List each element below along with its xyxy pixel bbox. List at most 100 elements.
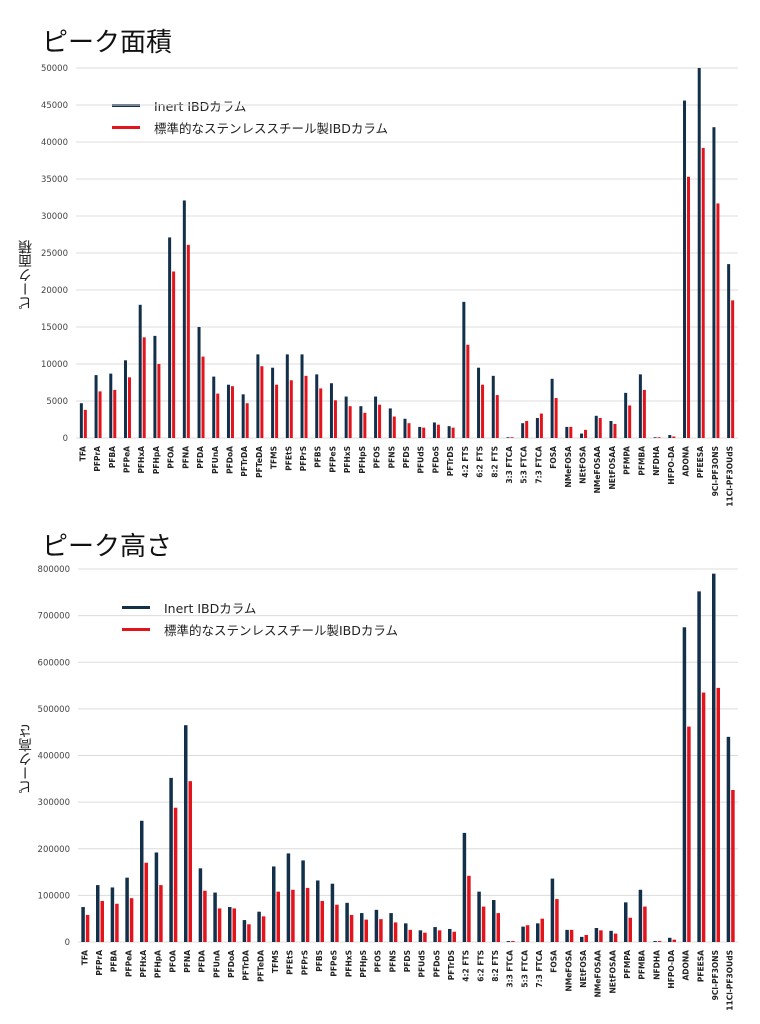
x-tick-label: PFDoA [225,446,234,474]
bar-inert [712,573,716,942]
x-tick-label: 7:3 FTCA [534,446,543,484]
x-tick-label: PFUnA [212,950,221,978]
x-tick-label: TFA [80,950,89,965]
x-tick-label: NFDHA [652,446,661,476]
bar-inert [374,396,378,438]
bar-inert [477,891,481,942]
bar-inert [432,422,436,438]
bar-inert [360,913,364,942]
bar-stainless [260,366,264,438]
x-tick-label: PFEtS [284,446,293,471]
x-tick-label: PFPrA [93,446,102,472]
legend-label-stainless: 標準的なステンレススチール製IBDカラム [164,622,399,638]
y-tick-label: 0 [65,938,70,948]
bar-inert [184,725,188,942]
bar-inert [418,426,422,438]
bar-inert [462,832,467,942]
bar-inert [535,418,539,438]
bar-stainless [584,429,588,438]
bar-stainless [569,929,574,942]
bar-inert [697,68,701,438]
x-tick-label: NEtFOSAA [608,950,617,994]
bar-stainless [422,427,426,438]
x-tick-label: PFNA [181,446,190,469]
bar-inert [668,435,672,438]
bar-inert [727,264,731,438]
bar-stainless [510,437,514,438]
bar-stainless [540,918,544,942]
bar-inert [241,394,245,438]
bar-inert [624,392,628,438]
x-tick-label: PFTrDS [446,446,455,476]
bar-stainless [378,404,382,438]
y-tick-label: 300000 [38,798,70,808]
x-tick-label: PFPrS [300,950,309,975]
bar-stainless [188,781,192,942]
x-tick-label: PFTrDA [240,446,249,477]
bar-inert [638,374,642,438]
bar-stainless [437,930,442,942]
y-tick-label: 50000 [41,64,68,74]
x-tick-label: PFTeDA [256,950,265,982]
bar-stainless [348,406,352,438]
peak-height-chart: ピーク高さ ピーク高さ Inert IBDカラム 標準的なステンレススチール製I… [0,512,760,1024]
bar-inert [726,736,731,942]
bar-inert [653,437,657,438]
bar-stainless [393,922,398,942]
x-tick-label: PFDoA [227,950,236,978]
x-tick-label: TFA [78,446,87,461]
bar-inert [653,941,657,942]
x-tick-label: NEtFOSA [579,446,588,484]
bar-stainless [628,917,632,942]
bar-inert [226,384,230,438]
y-tick-label: 35000 [41,175,68,185]
y-tick-label: 200000 [38,845,70,855]
bar-stainless [113,389,117,438]
bar-stainless [466,344,470,438]
bar-stainless [129,898,134,942]
bar-inert [286,853,291,942]
bar-stainless [98,391,102,438]
x-tick-label: PFUdS [418,950,427,977]
bar-stainless [159,885,163,942]
bar-inert [388,408,392,438]
x-tick-label: 7:3 FTCA [535,950,544,988]
bar-stainless [687,176,691,438]
bar-inert [550,378,554,438]
bar-stainless [83,409,87,438]
legend-label-inert: Inert IBDカラム [154,98,247,114]
bar-stainless [216,393,220,438]
bar-inert [138,304,142,438]
bar-stainless [701,147,705,439]
bar-stainless [642,389,646,438]
bar-inert [94,375,98,438]
bar-stainless [289,380,293,438]
x-tick-label: PFEtS [286,950,295,975]
x-tick-label: PFMPA [623,950,632,979]
bar-inert [316,880,320,942]
y-tick-label: 100000 [38,891,70,901]
bar-inert [565,929,569,942]
x-tick-label: 8:2 FTS [490,446,499,478]
chart-title: ピーク高さ [42,532,173,562]
bar-stainless [245,403,249,438]
x-tick-label: PFPeA [124,950,133,977]
x-tick-label: PFNS [388,950,397,972]
bar-stainless [598,418,602,438]
bar-inert [271,367,275,438]
bar-stainless [643,906,647,942]
bar-stainless [379,919,383,942]
bar-stainless [127,377,131,438]
x-tick-label: PFUdS [417,446,426,473]
x-tick-label: PFDoS [431,446,440,473]
bar-inert [228,907,232,942]
bar-stainless [481,384,485,438]
bar-inert [565,426,569,438]
x-tick-label: 3:3 FTCA [506,950,515,988]
x-tick-label: PFNA [183,950,192,973]
x-tick-label: PFHpS [358,446,367,474]
x-tick-label: HFPO-DA [667,950,676,989]
bar-stainless [496,913,500,942]
x-tick-label: PFOS [373,446,382,468]
y-tick-label: 800000 [38,565,70,575]
